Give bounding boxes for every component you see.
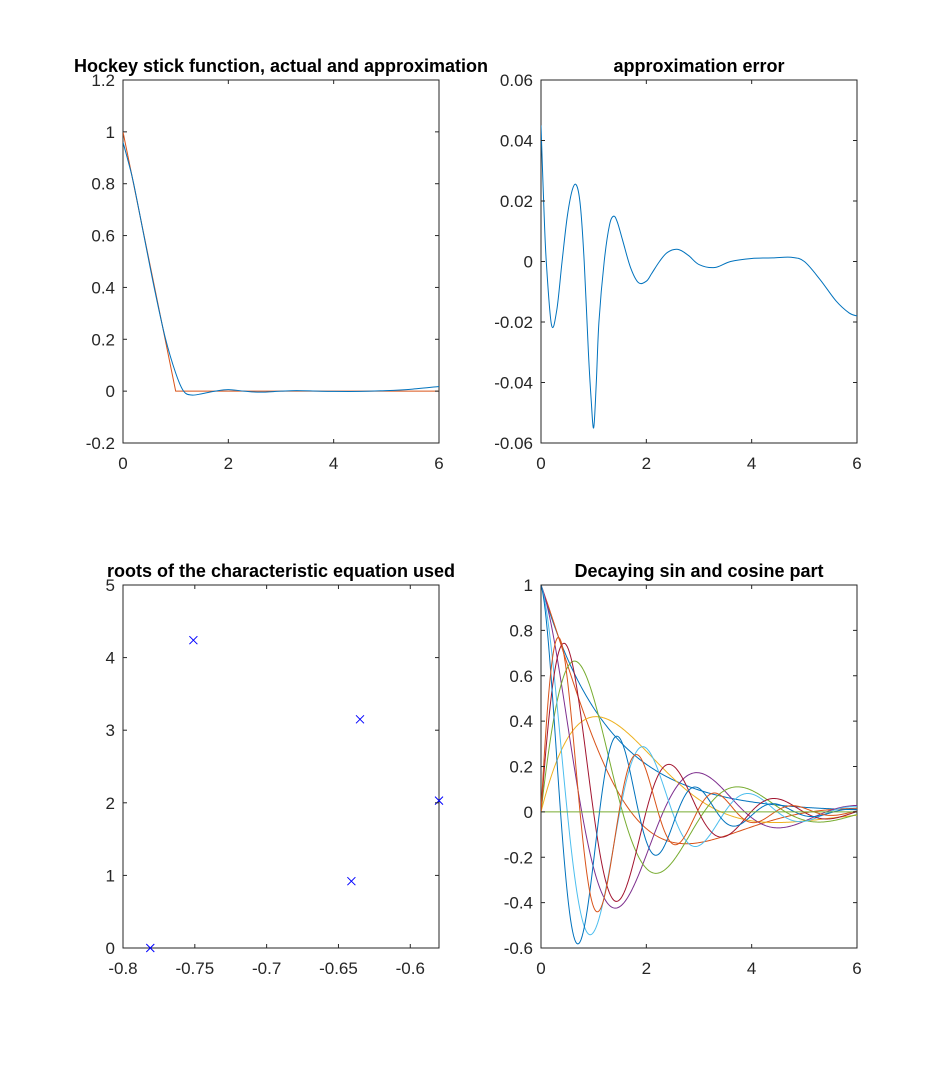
x-tick-label: -0.8 [108, 959, 137, 978]
panel-decaying-sin-cos: 0 2 4 6 -0.6 -0.4 -0.2 0 0.2 0.4 0.6 0.8 1 Decaying … [504, 561, 862, 978]
y-tick-label: -0.04 [494, 374, 533, 393]
chart-title: approximation error [613, 56, 784, 76]
y-tick-label: -0.4 [504, 894, 533, 913]
series-line [123, 142, 439, 396]
y-tick-label: 0 [524, 253, 533, 272]
x-tick-label: 4 [747, 959, 756, 978]
x-tick-label: 6 [852, 454, 861, 473]
root-marker [145, 943, 155, 953]
y-tick-label: 0.4 [509, 712, 533, 731]
x-tick-label: 0 [536, 959, 545, 978]
x-tick-label: -0.6 [396, 959, 425, 978]
y-tick-label: 3 [106, 721, 115, 740]
x-tick-label: 2 [642, 959, 651, 978]
y-tick-label: 0.8 [509, 621, 533, 640]
panel-hockey-stick: 0 2 4 6-0.200.20.40.60.811.2 Hockey stick f… [74, 56, 488, 473]
y-tick-label: 0.2 [509, 758, 533, 777]
y-tick-label: 0 [106, 382, 115, 401]
y-tick-label: 2 [106, 794, 115, 813]
y-tick-label: 5 [106, 576, 115, 595]
y-tick-label: 4 [106, 649, 115, 668]
x-tick-label: 4 [747, 454, 756, 473]
y-tick-label: 1.2 [91, 71, 115, 90]
x-tick-label: 0 [118, 454, 127, 473]
y-tick-label: -0.06 [494, 434, 533, 453]
y-tick-label: 0.8 [91, 175, 115, 194]
series-line [541, 637, 857, 913]
x-tick-label: 2 [642, 454, 651, 473]
axes-frame [540, 584, 858, 949]
y-tick-label: -0.2 [504, 848, 533, 867]
root-marker [347, 876, 356, 886]
x-tick-label: -0.7 [252, 959, 281, 978]
x-tick-label: 0 [536, 454, 545, 473]
panel-approximation-error: 0 2 4 6 -0.06 -0.04 -0.02 0 0.02 0.04 0.06 approxi… [494, 56, 861, 473]
y-tick-label: 1 [524, 576, 533, 595]
axes-frame [122, 79, 440, 444]
x-tick-label: -0.65 [319, 959, 358, 978]
chart-title: Hockey stick function, actual and approx… [74, 56, 488, 76]
y-tick-label: 0.6 [91, 227, 115, 246]
y-tick-label: 0.2 [91, 330, 115, 349]
y-tick-label: -0.6 [504, 939, 533, 958]
y-tick-label: -0.02 [494, 313, 533, 332]
y-tick-label: 1 [106, 123, 115, 142]
y-tick-label: -0.2 [86, 434, 115, 453]
axes-frame [122, 584, 440, 949]
y-tick-label: 0.04 [500, 132, 533, 151]
y-tick-label: 0.4 [91, 278, 115, 297]
x-tick-label: 2 [224, 454, 233, 473]
x-tick-label: 6 [852, 959, 861, 978]
axes-frame [540, 79, 858, 444]
chart-title: Decaying sin and cosine part [574, 561, 823, 581]
y-tick-label: 0.6 [509, 667, 533, 686]
chart-title: roots of the characteristic equation use… [107, 561, 455, 581]
series-line [541, 585, 857, 945]
y-tick-label: 0 [106, 939, 115, 958]
panel-roots: -0.8 -0.75 -0.7 -0.65 -0.6 0 1 2 3 4 5 roots of th… [106, 561, 456, 978]
root-marker [189, 635, 198, 645]
series-line [541, 585, 857, 936]
x-tick-label: 6 [434, 454, 443, 473]
y-tick-label: 0 [524, 803, 533, 822]
y-tick-label: 1 [106, 866, 115, 885]
series-line [541, 660, 857, 874]
y-tick-label: 0.06 [500, 71, 533, 90]
x-tick-label: 4 [329, 454, 338, 473]
y-tick-label: 0.02 [500, 192, 533, 211]
series-line [541, 585, 857, 811]
x-tick-label: -0.75 [175, 959, 214, 978]
series-line [541, 125, 857, 429]
series-line [541, 585, 857, 845]
root-marker [355, 714, 365, 724]
